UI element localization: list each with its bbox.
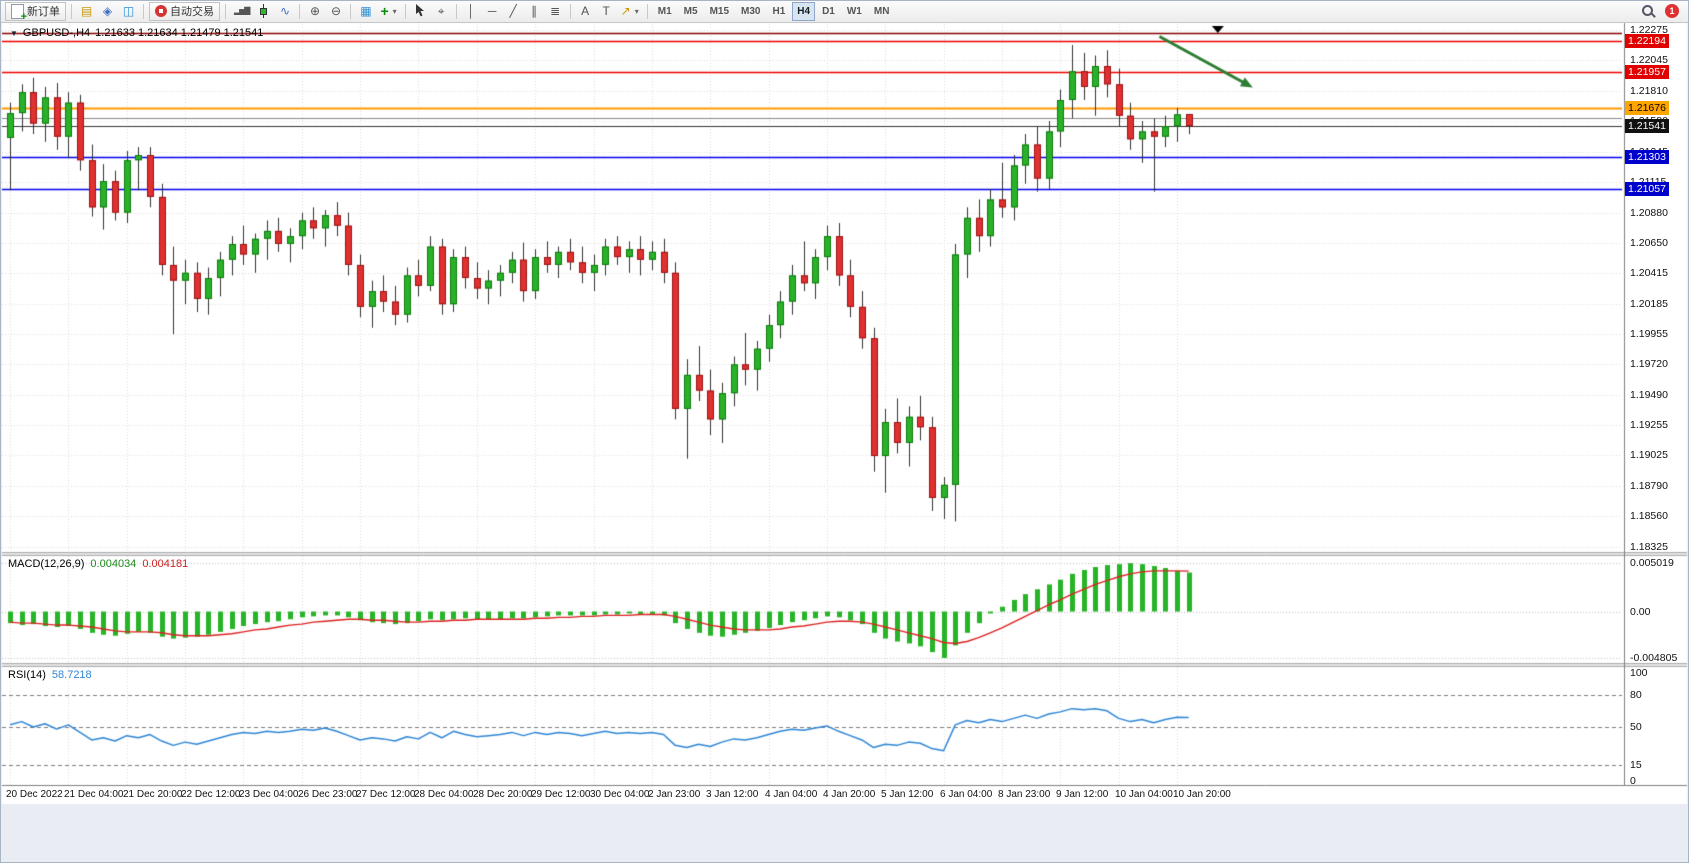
trendline-button[interactable]: ╱ bbox=[504, 2, 523, 21]
timeframe-m30-button[interactable]: M30 bbox=[736, 2, 765, 21]
timeframe-label: MN bbox=[873, 5, 890, 17]
text-label-button[interactable]: T bbox=[597, 2, 616, 21]
rsi-value: 58.7218 bbox=[51, 669, 92, 681]
timeframe-label: M15 bbox=[709, 5, 730, 17]
search-button[interactable] bbox=[1638, 2, 1658, 21]
macd-main-value: 0.004034 bbox=[90, 558, 137, 570]
timeframe-w1-button[interactable]: W1 bbox=[842, 2, 867, 21]
collapse-icon[interactable]: ▼ bbox=[10, 28, 18, 38]
crosshair-icon: ⌖ bbox=[437, 4, 445, 18]
toolbar-separator bbox=[143, 3, 144, 19]
rsi-indicator-label: RSI(14) 58.7218 bbox=[8, 669, 92, 681]
vertical-line-icon: │ bbox=[467, 4, 475, 18]
timeframe-m15-button[interactable]: M15 bbox=[705, 2, 734, 21]
navigator-icon: ◈ bbox=[102, 4, 113, 18]
autotrading-icon bbox=[155, 5, 167, 17]
terminal-button[interactable]: ◫ bbox=[119, 2, 138, 21]
new-order-label: 新订单 bbox=[27, 6, 60, 18]
text-icon: A bbox=[581, 4, 590, 18]
timeframe-label: D1 bbox=[822, 5, 835, 17]
trendline-icon: ╱ bbox=[509, 4, 517, 18]
timeframe-label: H1 bbox=[772, 5, 786, 17]
search-icon bbox=[1641, 4, 1655, 18]
notification-badge[interactable]: 1 bbox=[1665, 4, 1679, 18]
arrows-button[interactable]: ↗ ▾ bbox=[618, 2, 642, 21]
bar-chart-button[interactable]: ▂▅▇ bbox=[231, 2, 252, 21]
timeframe-h4-button[interactable]: H4 bbox=[792, 1, 816, 21]
toolbar-separator bbox=[350, 3, 352, 19]
timeframe-label: H4 bbox=[797, 5, 811, 17]
fibonacci-icon: ≣ bbox=[550, 4, 561, 18]
zoom-in-button[interactable]: ⊕ bbox=[305, 2, 324, 21]
channel-button[interactable]: ∥ bbox=[525, 2, 544, 21]
main-toolbar: + 新订单 ▤ ◈ ◫ 自动交易 ▂▅▇ ∿ ⊕ ⊖ ▦ + ▾ ⌖ │ ─ ╱… bbox=[0, 0, 1689, 23]
zoom-out-icon: ⊖ bbox=[330, 4, 341, 18]
arrows-icon: ↗ bbox=[620, 4, 631, 18]
timeframe-h1-button[interactable]: H1 bbox=[767, 2, 790, 21]
horizontal-line-icon: ─ bbox=[487, 4, 497, 18]
zoom-out-button[interactable]: ⊖ bbox=[326, 2, 345, 21]
autotrading-button[interactable]: 自动交易 bbox=[149, 1, 220, 21]
timeframe-label: W1 bbox=[846, 5, 862, 17]
new-order-icon: + bbox=[11, 3, 27, 22]
toolbar-separator bbox=[455, 3, 457, 19]
chevron-down-icon: ▾ bbox=[634, 6, 639, 16]
toolbar-separator bbox=[299, 3, 301, 19]
timeframe-m5-button[interactable]: M5 bbox=[679, 2, 703, 21]
cursor-button[interactable] bbox=[411, 2, 430, 21]
cursor-icon bbox=[414, 3, 426, 20]
macd-indicator-label: MACD(12,26,9) 0.004034 0.004181 bbox=[8, 558, 188, 570]
timeframe-label: M1 bbox=[657, 5, 672, 17]
toolbar-separator bbox=[225, 3, 226, 19]
chart-title: ▼ GBPUSD-,H4 1.21633 1.21634 1.21479 1.2… bbox=[10, 27, 263, 39]
indicators-icon: + bbox=[380, 3, 389, 19]
text-button[interactable]: A bbox=[576, 2, 595, 21]
toolbar-separator bbox=[569, 3, 571, 19]
indicators-button[interactable]: + ▾ bbox=[377, 2, 399, 21]
autotrading-label: 自动交易 bbox=[170, 6, 214, 18]
toolbar-separator bbox=[404, 3, 406, 19]
macd-signal-value: 0.004181 bbox=[142, 558, 189, 570]
terminal-icon: ◫ bbox=[122, 4, 135, 18]
line-chart-button[interactable]: ∿ bbox=[275, 2, 294, 21]
tile-windows-icon: ▦ bbox=[360, 4, 372, 18]
text-label-icon: T bbox=[602, 4, 610, 18]
chart-ohlc-values: 1.21633 1.21634 1.21479 1.21541 bbox=[95, 27, 264, 39]
market-watch-button[interactable]: ▤ bbox=[77, 2, 96, 21]
horizontal-line-button[interactable]: ─ bbox=[483, 2, 502, 21]
candlestick-button[interactable] bbox=[254, 2, 273, 21]
candlestick-icon bbox=[259, 4, 268, 18]
fibonacci-button[interactable]: ≣ bbox=[546, 2, 565, 21]
chart-symbol-label: GBPUSD-,H4 bbox=[22, 27, 91, 39]
line-chart-icon: ∿ bbox=[279, 4, 290, 18]
tile-windows-button[interactable]: ▦ bbox=[356, 2, 375, 21]
market-watch-icon: ▤ bbox=[80, 4, 93, 18]
navigator-button[interactable]: ◈ bbox=[98, 2, 117, 21]
toolbar-separator bbox=[71, 3, 72, 19]
timeframe-d1-button[interactable]: D1 bbox=[817, 2, 840, 21]
bar-chart-icon: ▂▅▇ bbox=[234, 6, 251, 15]
channel-icon: ∥ bbox=[531, 4, 538, 18]
rsi-name: RSI(14) bbox=[8, 669, 46, 681]
timeframe-m1-button[interactable]: M1 bbox=[653, 2, 677, 21]
timeframe-label: M30 bbox=[741, 5, 761, 17]
toolbar-separator bbox=[646, 3, 648, 19]
macd-name: MACD(12,26,9) bbox=[8, 558, 85, 570]
vertical-line-button[interactable]: │ bbox=[462, 2, 481, 21]
chevron-down-icon: ▾ bbox=[392, 6, 397, 16]
timeframe-label: M5 bbox=[683, 5, 698, 17]
toolbar-right-tools: 1 bbox=[1637, 2, 1685, 21]
zoom-in-icon: ⊕ bbox=[309, 4, 320, 18]
crosshair-button[interactable]: ⌖ bbox=[432, 2, 451, 21]
new-order-button[interactable]: + 新订单 bbox=[5, 1, 66, 22]
timeframe-mn-button[interactable]: MN bbox=[869, 2, 895, 21]
